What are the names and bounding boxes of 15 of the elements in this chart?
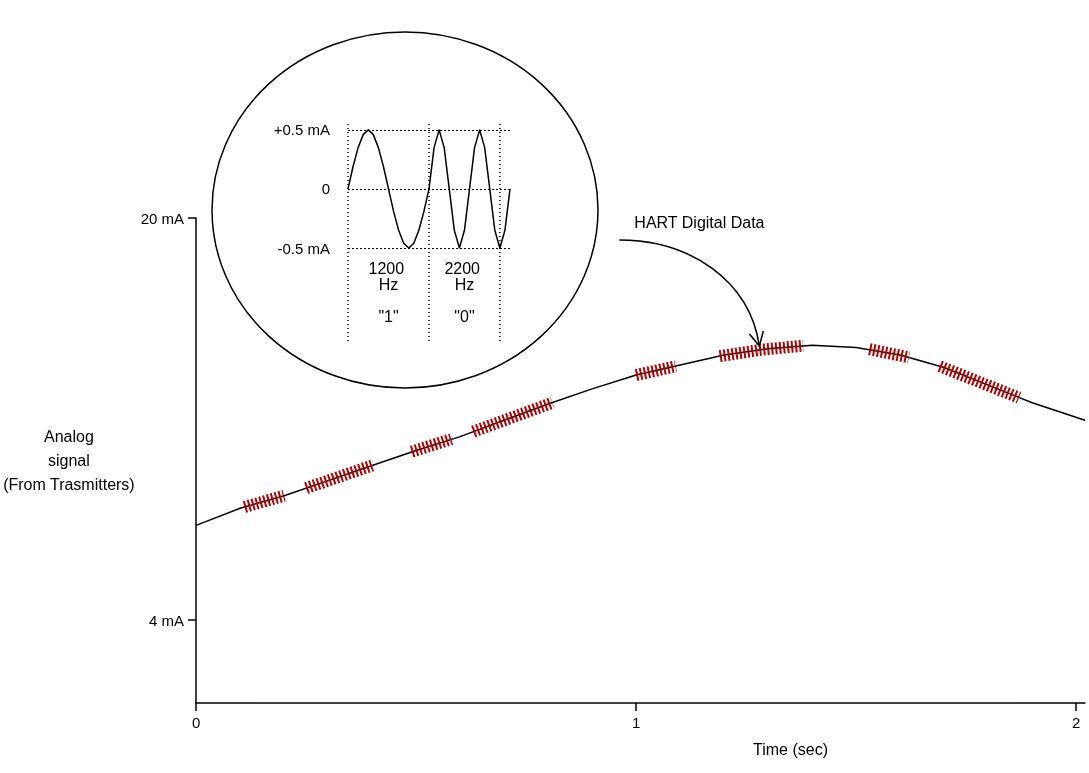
annotation: 2200 Hz xyxy=(444,259,485,293)
x-tick-label: 2 xyxy=(1072,714,1081,731)
annotation: HART Digital Data xyxy=(634,214,765,232)
y-tick-label: 20 mA xyxy=(140,209,185,227)
annotation: "0" xyxy=(454,307,475,325)
y-axis-title: Analog signal (From Trasmitters) xyxy=(3,428,135,493)
y-tick-label: 4 mA xyxy=(149,611,185,629)
x-axis-title: Time (sec) xyxy=(753,740,829,758)
y-tick-label: 0 xyxy=(321,180,330,198)
annotation: "1" xyxy=(378,307,399,325)
y-tick-label: -0.5 mA xyxy=(277,239,330,257)
x-tick-label: 0 xyxy=(191,714,201,731)
y-tick-label: +0.5 mA xyxy=(273,121,330,139)
annotation: 1200 Hz xyxy=(368,259,409,293)
x-tick-label: 1 xyxy=(631,714,641,731)
